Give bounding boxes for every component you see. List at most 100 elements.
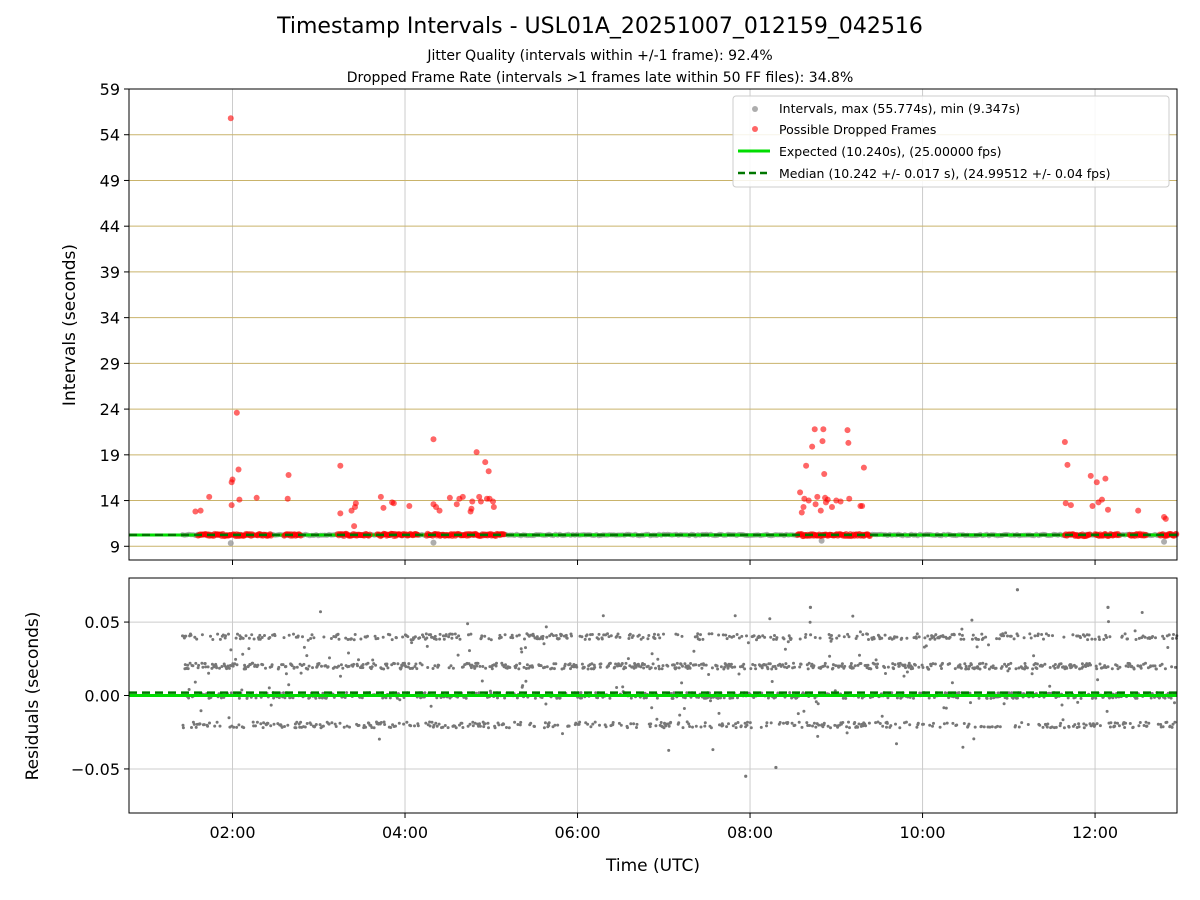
dropped-frame-point bbox=[192, 508, 199, 515]
residual-point bbox=[929, 664, 933, 668]
residual-point bbox=[373, 634, 377, 638]
residual-point bbox=[933, 662, 937, 666]
residual-point bbox=[532, 634, 535, 638]
residual-point bbox=[700, 666, 704, 670]
residual-point bbox=[585, 633, 589, 637]
residual-point bbox=[642, 666, 646, 670]
residual-point bbox=[889, 724, 893, 728]
residual-point bbox=[1090, 637, 1094, 641]
residual-point bbox=[283, 725, 286, 728]
residual-point bbox=[988, 725, 992, 729]
residual-point bbox=[284, 665, 288, 668]
residual-point bbox=[1020, 721, 1024, 725]
residual-point bbox=[454, 726, 458, 730]
interval-low-point bbox=[227, 540, 234, 547]
residual-point bbox=[409, 724, 413, 728]
residual-point bbox=[637, 633, 641, 637]
residual-point bbox=[1173, 720, 1177, 724]
residual-point bbox=[736, 696, 739, 700]
residual-point bbox=[624, 666, 628, 670]
residual-point bbox=[793, 665, 796, 669]
residual-point bbox=[557, 637, 561, 641]
legend-median: Median (10.242 +/- 0.017 s), (24.99512 +… bbox=[779, 166, 1110, 181]
residual-point bbox=[466, 622, 470, 626]
residual-point bbox=[915, 632, 919, 636]
residual-point bbox=[446, 726, 450, 730]
residual-point bbox=[1093, 637, 1097, 641]
dropped-frame-point bbox=[352, 500, 359, 507]
residual-point bbox=[306, 667, 310, 671]
residual-point bbox=[1048, 684, 1052, 688]
residual-point bbox=[562, 666, 566, 670]
residual-point bbox=[195, 637, 199, 641]
residual-point bbox=[742, 662, 746, 666]
residual-point bbox=[296, 634, 300, 638]
residuals-ytick-label-2: 0.05 bbox=[84, 613, 120, 632]
residual-point bbox=[892, 667, 896, 671]
residual-point bbox=[770, 680, 774, 683]
residual-point bbox=[424, 632, 428, 636]
residual-point bbox=[478, 724, 482, 728]
residual-point bbox=[628, 632, 632, 636]
residual-point bbox=[348, 725, 351, 729]
residual-point bbox=[511, 636, 515, 640]
residual-point bbox=[1126, 637, 1129, 641]
residual-point bbox=[386, 666, 390, 670]
residual-point bbox=[695, 634, 699, 638]
residual-point bbox=[912, 696, 915, 700]
residual-point bbox=[283, 696, 287, 700]
residual-point bbox=[333, 665, 337, 669]
residual-point bbox=[229, 648, 233, 652]
residual-point bbox=[533, 696, 537, 700]
residual-point bbox=[799, 662, 803, 666]
residual-point bbox=[772, 637, 776, 641]
residual-point bbox=[381, 696, 385, 700]
residual-point bbox=[688, 725, 692, 728]
dropped-frame-point bbox=[459, 493, 466, 500]
residual-point bbox=[280, 725, 284, 729]
residual-point bbox=[1170, 665, 1174, 669]
residual-point bbox=[716, 667, 720, 671]
residual-point bbox=[560, 633, 563, 637]
residual-point bbox=[1162, 637, 1166, 641]
dropped-frame-point bbox=[1102, 475, 1109, 482]
residual-point bbox=[958, 632, 962, 636]
residual-point bbox=[1170, 725, 1174, 729]
residual-point bbox=[402, 722, 406, 726]
residual-point bbox=[337, 637, 341, 641]
residual-point bbox=[235, 663, 239, 667]
residual-point bbox=[1080, 662, 1084, 666]
residual-point bbox=[691, 725, 694, 729]
residual-point bbox=[213, 724, 217, 728]
residual-point bbox=[395, 696, 399, 700]
residual-point bbox=[420, 663, 424, 667]
dropped-frame-point bbox=[446, 494, 453, 501]
residual-point bbox=[957, 691, 961, 695]
residual-point bbox=[811, 724, 814, 728]
dropped-frame-point bbox=[380, 504, 387, 511]
residual-point bbox=[644, 696, 648, 700]
residual-point bbox=[643, 691, 647, 695]
residual-point bbox=[1074, 665, 1078, 669]
residual-point bbox=[394, 724, 397, 728]
residual-point bbox=[1161, 634, 1165, 638]
residual-point bbox=[231, 664, 235, 668]
residual-point bbox=[241, 652, 245, 656]
residual-point bbox=[781, 663, 785, 667]
residual-point bbox=[689, 662, 693, 665]
residual-point bbox=[441, 725, 445, 729]
residual-point bbox=[334, 725, 338, 728]
residual-point bbox=[606, 632, 609, 636]
residual-point bbox=[379, 721, 383, 724]
residual-point bbox=[1094, 696, 1098, 700]
dropped-frame-point bbox=[860, 464, 867, 471]
residual-point bbox=[193, 635, 197, 639]
residual-point bbox=[678, 713, 682, 717]
residual-point bbox=[374, 663, 378, 667]
residual-point bbox=[677, 666, 681, 670]
residual-point bbox=[220, 665, 224, 668]
residual-point bbox=[305, 722, 309, 725]
residual-point bbox=[782, 637, 786, 641]
residual-point bbox=[223, 636, 227, 640]
residual-point bbox=[941, 635, 945, 639]
